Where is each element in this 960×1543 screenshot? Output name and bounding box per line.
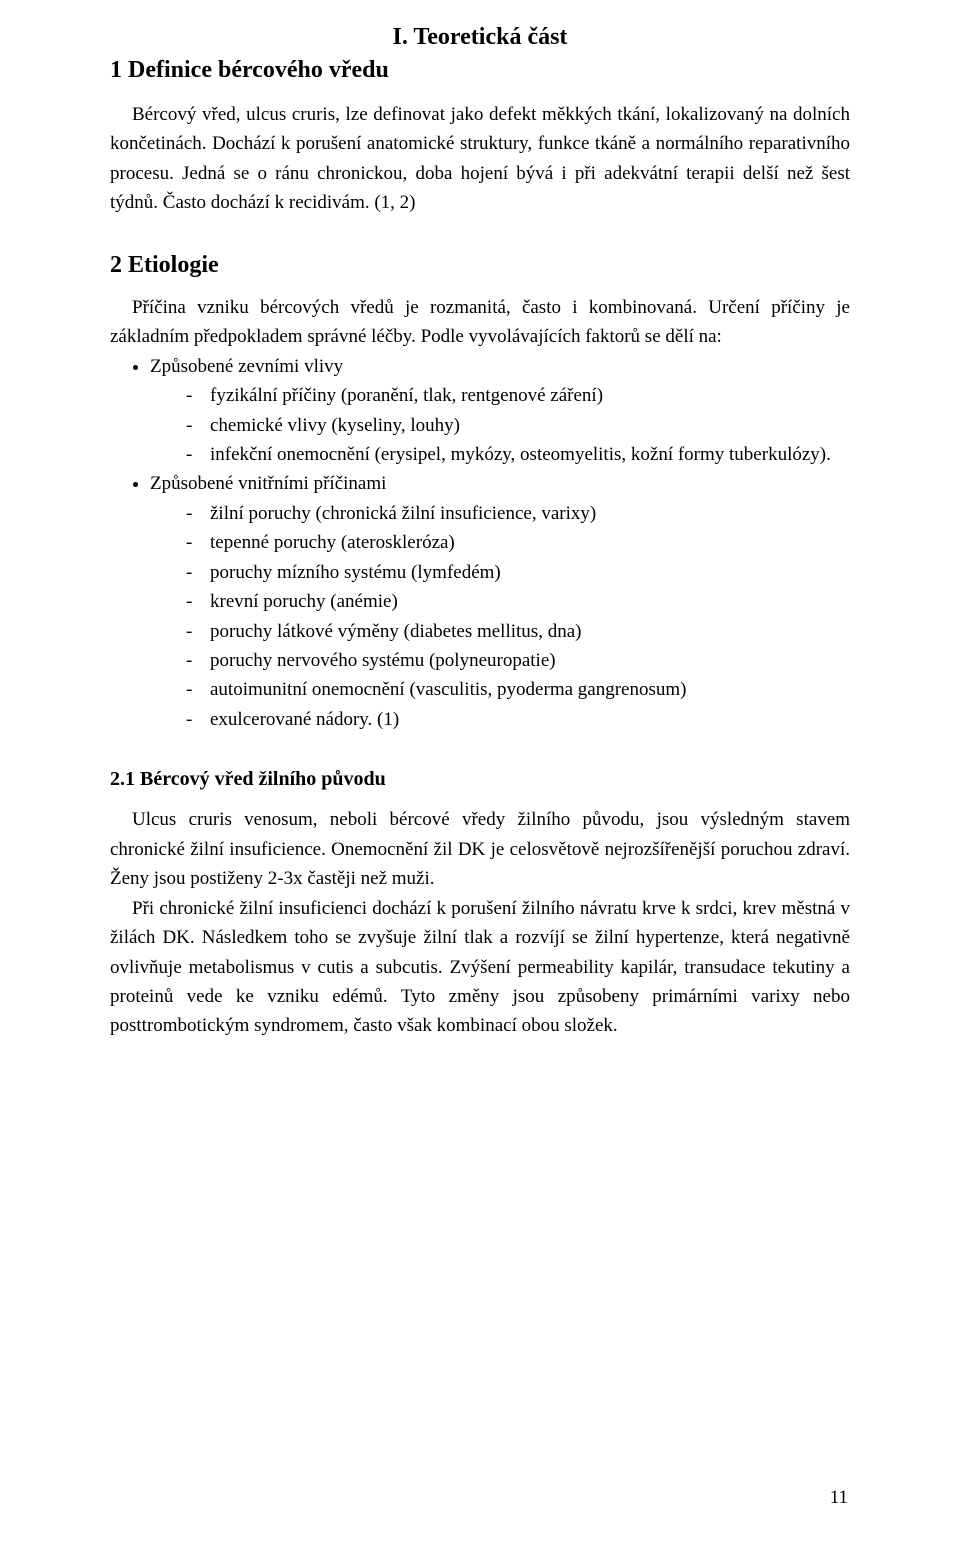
page: I. Teoretická část 1 Definice bércového …: [0, 0, 960, 1543]
bullet-label: Způsobené zevními vlivy: [150, 356, 343, 377]
list-item: poruchy nervového systému (polyneuropati…: [186, 646, 850, 675]
list-item: fyzikální příčiny (poranění, tlak, rentg…: [186, 381, 850, 410]
section-2-paragraph: Příčina vzniku bércových vředů je rozman…: [110, 293, 850, 352]
bullet-internal-causes: Způsobené vnitřními příčinami žilní poru…: [150, 469, 850, 734]
list-item: poruchy mízního systému (lymfedém): [186, 558, 850, 587]
list-item: krevní poruchy (anémie): [186, 587, 850, 616]
list-item: žilní poruchy (chronická žilní insuficie…: [186, 499, 850, 528]
section-2-1-paragraph-2: Při chronické žilní insuficienci dochází…: [110, 894, 850, 1041]
list-item: poruchy látkové výměny (diabetes mellitu…: [186, 617, 850, 646]
list-item: infekční onemocnění (erysipel, mykózy, o…: [186, 440, 850, 469]
section-2-1-paragraph-1: Ulcus cruris venosum, neboli bércové vře…: [110, 805, 850, 893]
section-1-paragraph: Bércový vřed, ulcus cruris, lze definova…: [110, 100, 850, 218]
section-2-heading: 2 Etiologie: [110, 252, 850, 279]
bullet-external-causes: Způsobené zevními vlivy fyzikální příčin…: [150, 352, 850, 470]
list-item: exulcerované nádory. (1): [186, 705, 850, 734]
dash-list-external: fyzikální příčiny (poranění, tlak, rentg…: [150, 381, 850, 469]
bullet-list-external: Způsobené zevními vlivy fyzikální příčin…: [110, 352, 850, 735]
page-number: 11: [830, 1487, 848, 1509]
list-item: autoimunitní onemocnění (vasculitis, pyo…: [186, 675, 850, 704]
part-title: I. Teoretická část: [110, 24, 850, 51]
section-2-1-heading: 2.1 Bércový vřed žilního původu: [110, 768, 850, 791]
bullet-label: Způsobené vnitřními příčinami: [150, 473, 386, 494]
section-1-heading: 1 Definice bércového vředu: [110, 57, 850, 84]
list-item: tepenné poruchy (ateroskleróza): [186, 528, 850, 557]
list-item: chemické vlivy (kyseliny, louhy): [186, 411, 850, 440]
dash-list-internal: žilní poruchy (chronická žilní insuficie…: [150, 499, 850, 735]
